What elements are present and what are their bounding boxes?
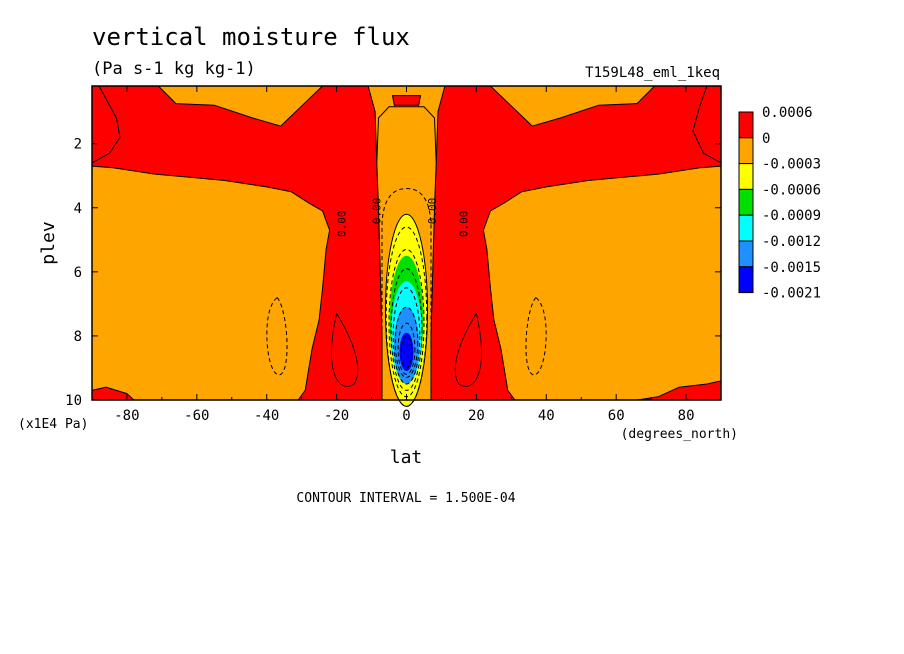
colorbar-legend: 0.0006 0 -0.0003 -0.0006 -0.0009 -0.0012 -0.00… <box>738 105 821 302</box>
run-id: T159L48_eml_1keq <box>585 65 720 81</box>
contour-label: 0.00 <box>370 198 383 225</box>
neg-pocket-south <box>266 296 288 375</box>
neg-contour-5 <box>394 306 419 378</box>
x-tick-label: 20 <box>468 408 485 424</box>
y-tick-label: 6 <box>74 265 82 281</box>
x-axis-label: lat <box>390 447 423 468</box>
contour-label: 0.00 <box>426 198 439 225</box>
x-tick-label: 40 <box>538 408 555 424</box>
neg-contour-6 <box>397 322 416 375</box>
contour-labels: 0.00 0.00 0.00 0.00 <box>335 198 470 237</box>
field-positive-north-tower <box>430 85 722 401</box>
field-positive-south-polar <box>91 85 121 164</box>
chart-units: (Pa s-1 kg kg-1) <box>92 59 256 79</box>
contour-label: 0.00 <box>458 211 471 238</box>
field-positive-south-tower <box>91 85 383 401</box>
colorbar-label: 0 <box>762 131 770 147</box>
colorbar-swatch <box>738 240 754 268</box>
neg-contour-7 <box>400 335 413 369</box>
neg-contour-envelope <box>381 187 432 400</box>
field-layers <box>91 85 722 407</box>
colorbar-label: 0.0006 <box>762 105 813 121</box>
x-axis-ticks: -80 -60 -40 -20 0 20 40 60 80 <box>91 86 722 424</box>
x-axis-units: (degrees_north) <box>621 427 738 442</box>
neg-contour-4 <box>392 287 421 385</box>
colorbar-swatch <box>738 163 754 190</box>
y-tick-label: 8 <box>74 329 82 345</box>
plot-area: 0.00 0.00 0.00 0.00 <box>91 85 722 407</box>
x-tick-label: -40 <box>254 408 279 424</box>
colorbar-swatch <box>738 137 754 165</box>
colorbar-label: -0.0015 <box>762 260 821 276</box>
y-axis-label: plev <box>38 221 59 264</box>
colorbar-label: -0.0006 <box>762 182 821 198</box>
colorbar-label: -0.0021 <box>762 286 821 302</box>
neg-contour-1 <box>385 226 428 407</box>
x-tick-label: -60 <box>184 408 209 424</box>
colorbar-swatch <box>738 214 754 242</box>
neg-contour-3 <box>390 268 423 391</box>
colorbar-label: -0.0012 <box>762 234 821 250</box>
colorbar-label: -0.0009 <box>762 208 821 224</box>
x-tick-label: 0 <box>402 408 410 424</box>
colorbar-swatch <box>738 266 754 294</box>
field-neg-band-5 <box>399 332 414 372</box>
neg-pocket-north <box>525 296 547 375</box>
x-tick-label: 80 <box>678 408 695 424</box>
pos-contour-north <box>454 312 482 387</box>
contour-label: 0.00 <box>335 211 348 238</box>
x-tick-label: -20 <box>324 408 349 424</box>
x-tick-label: -80 <box>114 408 139 424</box>
y-tick-label: 2 <box>74 137 82 153</box>
y-tick-label: 10 <box>65 393 82 409</box>
contour-interval: CONTOUR INTERVAL = 1.500E-04 <box>296 491 515 506</box>
y-axis-units: (x1E4 Pa) <box>18 417 88 432</box>
x-tick-label: 60 <box>608 408 625 424</box>
colorbar-label: -0.0003 <box>762 157 821 173</box>
field-positive-top-cap <box>391 95 422 106</box>
pos-contour-south <box>331 312 359 387</box>
colorbar-swatch <box>738 188 754 216</box>
y-tick-label: 4 <box>74 201 82 217</box>
colorbar-swatch <box>738 111 754 139</box>
y-axis-ticks: 2 4 6 8 10 <box>65 137 721 409</box>
chart-title: vertical moisture flux <box>92 23 410 51</box>
